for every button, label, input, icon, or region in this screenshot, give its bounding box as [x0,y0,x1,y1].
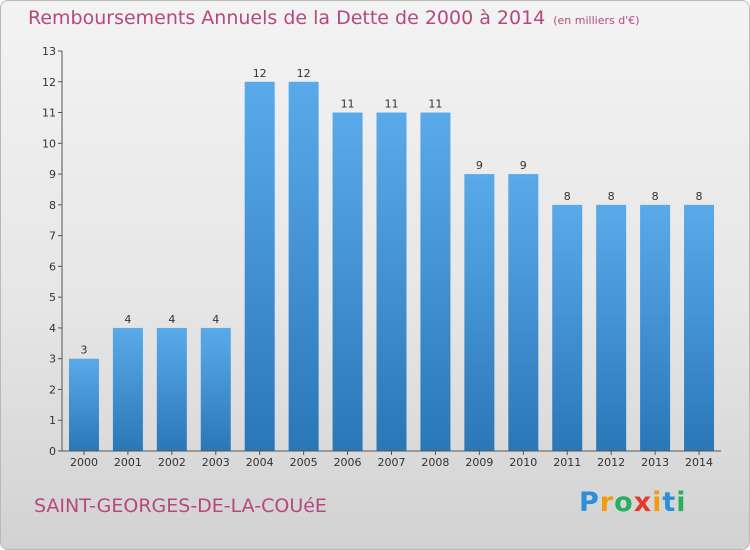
bar-2011 [552,204,583,451]
bar-2010 [508,174,539,452]
x-tick-label: 2001 [114,456,142,469]
bar-value-label: 3 [80,344,87,357]
bar-value-label: 8 [652,190,659,203]
y-tick-label: 1 [49,414,56,427]
bar-value-label: 9 [520,159,527,172]
x-tick-label: 2013 [641,456,669,469]
logo-letter: t [662,487,677,518]
bar-2000 [68,358,99,451]
chart-title: Remboursements Annuels de la Dette de 20… [28,7,640,29]
bar-2006 [332,112,363,452]
logo-letter: o [614,487,634,518]
x-tick-label: 2005 [290,456,318,469]
bar-value-label: 11 [341,98,355,111]
logo-letter: r [599,487,615,518]
x-tick-label: 2010 [509,456,537,469]
y-tick-label: 7 [49,230,56,243]
commune-name: SAINT-GEORGES-DE-LA-COUéE [34,495,327,517]
bar-2001 [112,327,143,451]
bar-value-label: 9 [476,159,483,172]
chart-title-unit: (en milliers d'€) [553,14,640,27]
bar-value-label: 8 [564,190,571,203]
bar-value-label: 12 [297,67,311,80]
x-tick-label: 2007 [378,456,406,469]
bar-2005 [288,81,319,452]
x-tick-label: 2011 [553,456,581,469]
y-tick-label: 10 [42,137,56,150]
bar-value-label: 8 [608,190,615,203]
x-tick-label: 2008 [421,456,449,469]
x-tick-label: 2002 [158,456,186,469]
bar-2002 [156,327,187,451]
x-tick-label: 2012 [597,456,625,469]
bar-2009 [464,174,495,452]
x-tick-label: 2003 [202,456,230,469]
x-tick-label: 2004 [246,456,274,469]
bar-2008 [420,112,451,452]
y-tick-label: 13 [42,45,56,58]
bar-value-label: 4 [212,313,219,326]
bar-2007 [376,112,407,452]
logo-letter: i [652,487,663,518]
bar-2004 [244,81,275,452]
bar-value-label: 12 [253,67,267,80]
y-tick-label: 12 [42,76,56,89]
y-tick-label: 5 [49,291,56,304]
bar-value-label: 11 [385,98,399,111]
bar-2013 [640,204,671,451]
y-tick-label: 11 [42,107,56,120]
x-tick-label: 2014 [685,456,713,469]
y-tick-label: 4 [49,322,56,335]
bar-value-label: 4 [168,313,175,326]
y-tick-label: 0 [49,445,56,458]
y-tick-label: 2 [49,383,56,396]
bar-2014 [684,204,715,451]
x-tick-label: 2000 [70,456,98,469]
x-tick-label: 2009 [465,456,493,469]
proxiti-logo: Proxiti [579,487,687,518]
logo-letter: x [633,487,653,518]
x-tick-label: 2006 [334,456,362,469]
chart-title-main: Remboursements Annuels de la Dette de 20… [28,7,546,29]
y-tick-label: 6 [49,260,56,273]
bar-value-label: 8 [696,190,703,203]
bar-2012 [596,204,627,451]
y-tick-label: 3 [49,353,56,366]
y-tick-label: 8 [49,199,56,212]
logo-letter: P [579,487,600,518]
bar-value-label: 4 [124,313,131,326]
logo-letter: i [676,487,687,518]
bar-2003 [200,327,231,451]
y-tick-label: 9 [49,168,56,181]
bar-value-label: 11 [428,98,442,111]
